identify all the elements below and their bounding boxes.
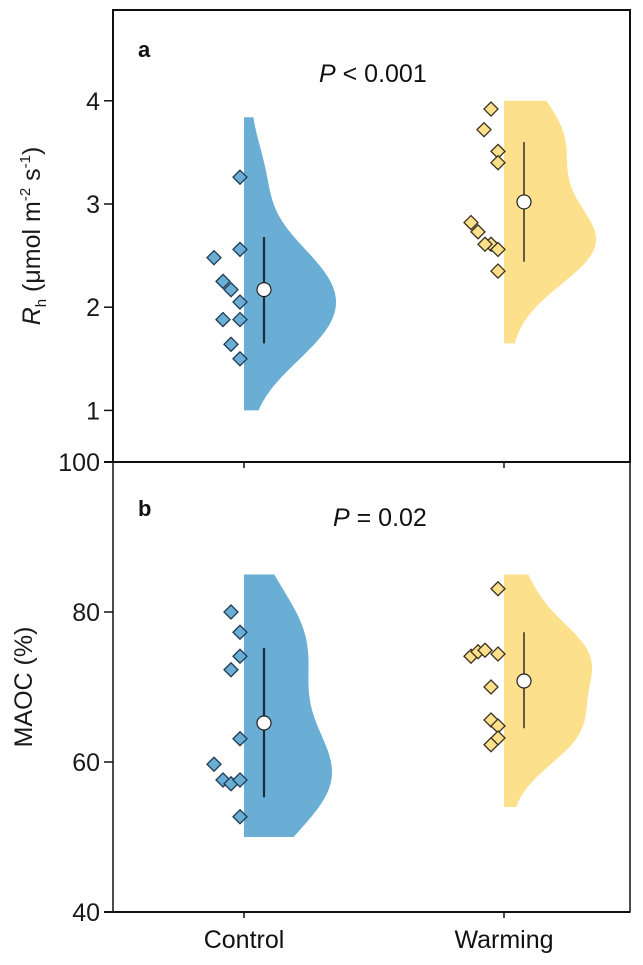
ylabel-close: ) bbox=[18, 147, 46, 155]
panel-b-points bbox=[206, 580, 506, 825]
violin-warming bbox=[504, 100, 596, 344]
ylabel-sup1: -2 bbox=[17, 188, 34, 201]
y-tick-label: 60 bbox=[72, 749, 100, 777]
ylabel-main: R bbox=[18, 307, 46, 325]
data-point-warming bbox=[490, 241, 506, 258]
p-text: = 0.02 bbox=[350, 504, 427, 532]
data-point-control bbox=[206, 756, 222, 773]
data-point-warming bbox=[490, 646, 506, 662]
p-italic: P bbox=[319, 60, 336, 88]
data-point-warming bbox=[490, 580, 506, 597]
panel-a-y-axis-title: Rh (μmol m-2 s-1) bbox=[17, 147, 50, 326]
data-point-control bbox=[232, 311, 248, 328]
ylabel-unit: (μmol m bbox=[18, 201, 46, 299]
data-point-control bbox=[223, 604, 239, 620]
panel-a-letter: a bbox=[138, 37, 151, 62]
data-point-warming bbox=[483, 679, 499, 695]
mean-marker-control bbox=[256, 282, 272, 298]
p-italic: P bbox=[333, 504, 350, 532]
panel-b: 40 60 80 100 b P = 0.02 MAOC (%) bbox=[10, 449, 631, 927]
violin-warming bbox=[504, 574, 592, 807]
data-point-warming bbox=[490, 263, 506, 279]
y-tick-label: 100 bbox=[58, 449, 100, 477]
panel-b-letter: b bbox=[138, 496, 151, 521]
data-point-warming bbox=[483, 101, 499, 117]
ylabel-sub: h bbox=[33, 299, 50, 307]
data-point-control bbox=[232, 648, 248, 665]
y-tick-label: 80 bbox=[72, 599, 100, 627]
panel-a-points bbox=[206, 101, 506, 367]
data-point-control bbox=[232, 772, 248, 788]
panel-a-violins bbox=[244, 100, 596, 411]
data-point-control bbox=[215, 311, 231, 328]
data-point-control bbox=[206, 249, 222, 266]
violin-control bbox=[244, 117, 336, 411]
x-tick-label-control: Control bbox=[204, 926, 285, 954]
ylabel-sup2: -1 bbox=[17, 155, 34, 168]
data-point-warming bbox=[477, 642, 493, 659]
y-tick-label: 1 bbox=[86, 397, 100, 425]
panel-a: 1 2 3 4 a P < 0.001 Rh (μmol m-2 s-1) bbox=[17, 9, 631, 463]
y-tick-label: 2 bbox=[86, 294, 100, 322]
data-point-control bbox=[232, 169, 248, 186]
data-point-control bbox=[215, 273, 231, 290]
panel-a-p-value: P < 0.001 bbox=[319, 60, 427, 88]
y-tick-label: 3 bbox=[86, 191, 100, 219]
violin-control bbox=[244, 574, 332, 837]
data-point-warming bbox=[483, 736, 499, 753]
ylabel-mid: s bbox=[18, 168, 46, 187]
y-tick-label: 4 bbox=[86, 88, 100, 116]
panel-b-p-value: P = 0.02 bbox=[333, 504, 427, 532]
data-point-control bbox=[223, 661, 239, 678]
mean-marker-warming bbox=[516, 194, 532, 210]
data-point-warming bbox=[463, 214, 479, 231]
x-axis: Control Warming bbox=[204, 462, 554, 954]
panel-b-y-axis: 40 60 80 100 bbox=[58, 449, 113, 927]
data-point-warming bbox=[490, 154, 506, 171]
data-point-warming bbox=[470, 223, 486, 240]
data-point-control bbox=[223, 281, 239, 298]
y-tick-label: 40 bbox=[72, 899, 100, 927]
p-text: < 0.001 bbox=[336, 60, 427, 88]
data-point-control bbox=[223, 336, 239, 353]
data-point-control bbox=[232, 624, 248, 641]
x-tick-label-warming: Warming bbox=[454, 926, 553, 954]
data-point-warming bbox=[477, 236, 493, 253]
data-point-control bbox=[232, 808, 248, 825]
panel-b-y-axis-title: MAOC (%) bbox=[10, 627, 38, 748]
data-point-control bbox=[232, 350, 248, 367]
data-point-control bbox=[232, 730, 248, 747]
data-point-control bbox=[232, 294, 248, 310]
panel-b-violins bbox=[244, 574, 592, 837]
panel-a-y-axis: 1 2 3 4 bbox=[86, 88, 113, 425]
mean-marker-control bbox=[256, 715, 272, 731]
data-point-warming bbox=[476, 121, 492, 138]
mean-marker-warming bbox=[516, 673, 532, 689]
data-point-control bbox=[232, 241, 248, 258]
